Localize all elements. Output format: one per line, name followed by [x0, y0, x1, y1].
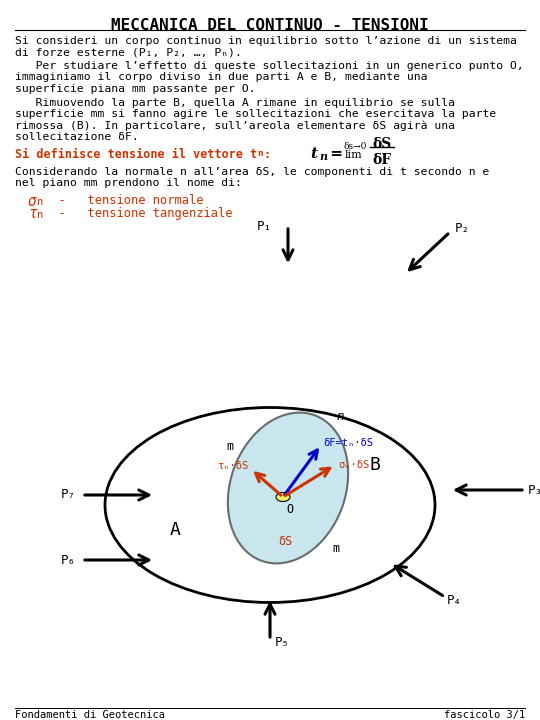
Text: =: = — [325, 148, 343, 161]
Text: P₄: P₄ — [447, 593, 462, 606]
Text: δS: δS — [278, 535, 292, 548]
Text: O: O — [286, 503, 293, 516]
Text: σₙ·δS: σₙ·δS — [338, 460, 369, 470]
Text: n: n — [319, 150, 327, 161]
Text: δs→0: δs→0 — [343, 142, 366, 151]
Text: fascicolo 3/1: fascicolo 3/1 — [444, 710, 525, 720]
Text: -   tensione tangenziale: - tensione tangenziale — [44, 207, 233, 220]
Ellipse shape — [276, 492, 290, 502]
Text: superficie piana mm passante per O.: superficie piana mm passante per O. — [15, 84, 255, 94]
Text: Rimuovendo la parte B, quella A rimane in equilibrio se sulla: Rimuovendo la parte B, quella A rimane i… — [15, 97, 455, 107]
Text: :: : — [263, 148, 270, 161]
Text: σ: σ — [28, 194, 37, 209]
Text: P₃: P₃ — [528, 484, 540, 497]
Text: Si consideri un corpo continuo in equilibrio sotto l’azione di un sistema: Si consideri un corpo continuo in equili… — [15, 36, 517, 46]
Text: Si definisce tensione il vettore t: Si definisce tensione il vettore t — [15, 148, 257, 161]
Text: m: m — [333, 541, 340, 554]
Text: P₇: P₇ — [61, 488, 76, 502]
Text: immaginiamo il corpo diviso in due parti A e B, mediante una: immaginiamo il corpo diviso in due parti… — [15, 73, 428, 83]
Text: m: m — [226, 439, 234, 452]
Text: MECCANICA DEL CONTINUO - TENSIONI: MECCANICA DEL CONTINUO - TENSIONI — [111, 18, 429, 33]
Text: n: n — [37, 210, 43, 220]
Ellipse shape — [228, 413, 348, 564]
Text: -   tensione normale: - tensione normale — [44, 194, 204, 207]
Text: P₁: P₁ — [257, 220, 272, 233]
Text: superficie mm si fanno agire le sollecitazioni che esercitava la parte: superficie mm si fanno agire le sollecit… — [15, 109, 496, 119]
Text: B: B — [369, 456, 381, 474]
Text: τ: τ — [28, 207, 37, 222]
Text: sollecitazione δF.: sollecitazione δF. — [15, 132, 139, 142]
Text: Per studiare l’effetto di queste sollecitazioni in un generico punto O,: Per studiare l’effetto di queste solleci… — [15, 61, 524, 71]
Text: rimossa (B). In particolare, sull’areola elementare δS agirà una: rimossa (B). In particolare, sull’areola… — [15, 120, 455, 131]
Text: nel piano mm prendono il nome di:: nel piano mm prendono il nome di: — [15, 179, 242, 189]
Text: n: n — [257, 150, 262, 158]
Text: t: t — [310, 148, 317, 161]
Text: δF=tₙ·δS: δF=tₙ·δS — [323, 438, 373, 448]
Text: P₆: P₆ — [61, 554, 76, 567]
Text: δS: δS — [372, 138, 391, 151]
Text: P₅: P₅ — [275, 636, 290, 649]
Text: n: n — [37, 197, 43, 207]
Text: Fondamenti di Geotecnica: Fondamenti di Geotecnica — [15, 710, 165, 720]
Text: Considerando la normale n all’area δS, le componenti di t secondo n e: Considerando la normale n all’area δS, l… — [15, 167, 489, 177]
Text: δF: δF — [372, 153, 391, 166]
Text: τₙ·δS: τₙ·δS — [217, 461, 248, 471]
Text: P₂: P₂ — [455, 222, 470, 235]
Text: n: n — [336, 410, 344, 423]
Text: A: A — [170, 521, 180, 539]
Text: lim: lim — [345, 150, 363, 160]
Text: di forze esterne (P₁, P₂, …, Pₙ).: di forze esterne (P₁, P₂, …, Pₙ). — [15, 48, 242, 58]
